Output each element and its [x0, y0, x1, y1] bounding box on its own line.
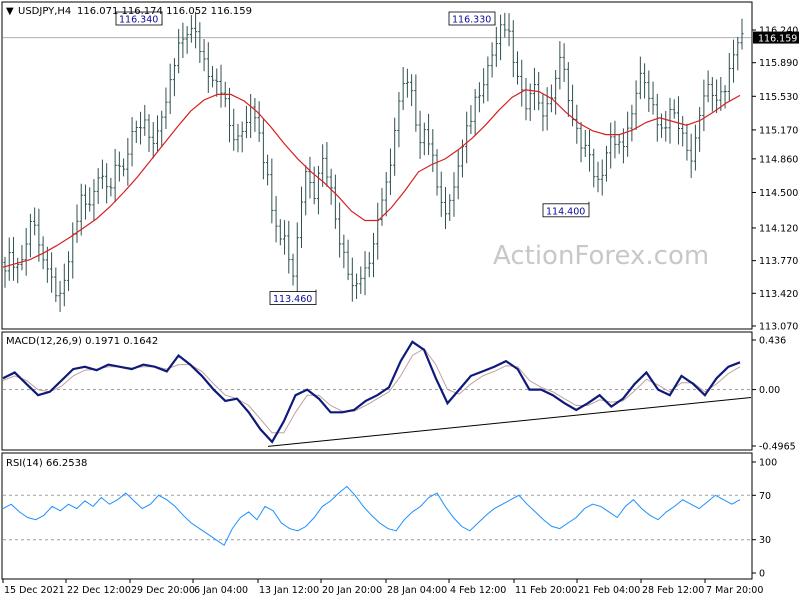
price-tick-label: 113.770	[759, 256, 798, 267]
time-tick-label: 28 Jan 04:00	[387, 585, 447, 596]
macd-title: MACD(12,26,9) 0.1971 0.1642	[6, 336, 158, 347]
annotation-label: 113.460	[273, 294, 312, 305]
rsi-tick-label: 0	[759, 569, 765, 580]
macd-panel	[1, 331, 753, 451]
symbol-label: USDJPY,H4	[18, 6, 71, 17]
header-dropdown-icon[interactable]: ▼	[6, 6, 14, 17]
macd-trendline	[267, 397, 752, 447]
price-tick-label: 115.530	[759, 92, 798, 103]
moving-average	[2, 89, 741, 268]
time-tick-label: 6 Jan 04:00	[194, 585, 248, 596]
macd-line	[2, 340, 741, 444]
annotation-box	[542, 203, 590, 218]
current-price-label: 116.159	[758, 34, 797, 45]
price-tick-label: 116.240	[759, 26, 798, 37]
price-annotations: 116.340 116.330 113.460 114.400	[115, 11, 590, 305]
time-tick-label: 4 Feb 12:00	[450, 585, 506, 596]
time-tick-label: 7 Mar 20:00	[706, 585, 763, 596]
macd-tick-label: 0.00	[759, 385, 780, 396]
rsi-tick-label: 100	[759, 458, 777, 469]
price-tick-label: 113.070	[759, 322, 798, 333]
annotation-box	[269, 291, 317, 305]
rsi-tick-label: 30	[759, 535, 771, 546]
price-tick-label: 114.120	[759, 223, 798, 234]
macd-lines: 0.436 0.00 -0.4965	[2, 336, 796, 453]
price-tick-label: 115.890	[759, 58, 798, 69]
price-panel	[1, 1, 753, 330]
rsi-title: RSI(14) 66.2538	[6, 458, 87, 469]
price-axis: 116.240 115.890 115.530 115.170 114.860 114.5…	[3, 26, 799, 333]
macd-tick-label: -0.4965	[759, 442, 796, 453]
moving-average-line	[2, 89, 741, 268]
price-tick-label: 115.170	[759, 125, 798, 136]
price-tick-label: 114.500	[759, 188, 798, 199]
time-tick-label: 13 Jan 12:00	[259, 585, 319, 596]
time-tick-label: 21 Feb 04:00	[578, 585, 640, 596]
annotation-box	[115, 11, 163, 26]
rsi-line: 100 70 30 0	[2, 458, 777, 580]
rsi-panel	[1, 452, 753, 580]
time-tick-label: 28 Feb 12:00	[642, 585, 704, 596]
annotation-label: 116.330	[452, 15, 491, 26]
macd-tick-label: 0.436	[759, 336, 786, 347]
time-tick-label: 15 Dec 2021	[4, 585, 65, 596]
watermark: ActionForex.com	[493, 241, 709, 271]
time-tick-label: 22 Dec 12:00	[67, 585, 131, 596]
rsi-line	[2, 485, 741, 547]
price-tick-label: 113.420	[759, 289, 798, 300]
annotation-box	[448, 11, 496, 26]
annotation-label: 114.400	[546, 206, 585, 217]
annotation-label: 116.340	[119, 15, 158, 26]
time-tick-label: 20 Jan 20:00	[322, 585, 382, 596]
rsi-tick-label: 70	[759, 491, 771, 502]
price-tick-label: 114.860	[759, 154, 798, 165]
current-price-box	[753, 31, 799, 44]
time-tick-label: 29 Dec 20:00	[131, 585, 195, 596]
time-axis: 15 Dec 2021 22 Dec 12:00 29 Dec 20:00 6 Jan…	[2, 579, 763, 596]
ohlc-values: 116.071 116.174 116.052 116.159	[77, 6, 252, 17]
time-tick-label: 11 Feb 20:00	[515, 585, 577, 596]
price-bars	[3, 11, 744, 312]
